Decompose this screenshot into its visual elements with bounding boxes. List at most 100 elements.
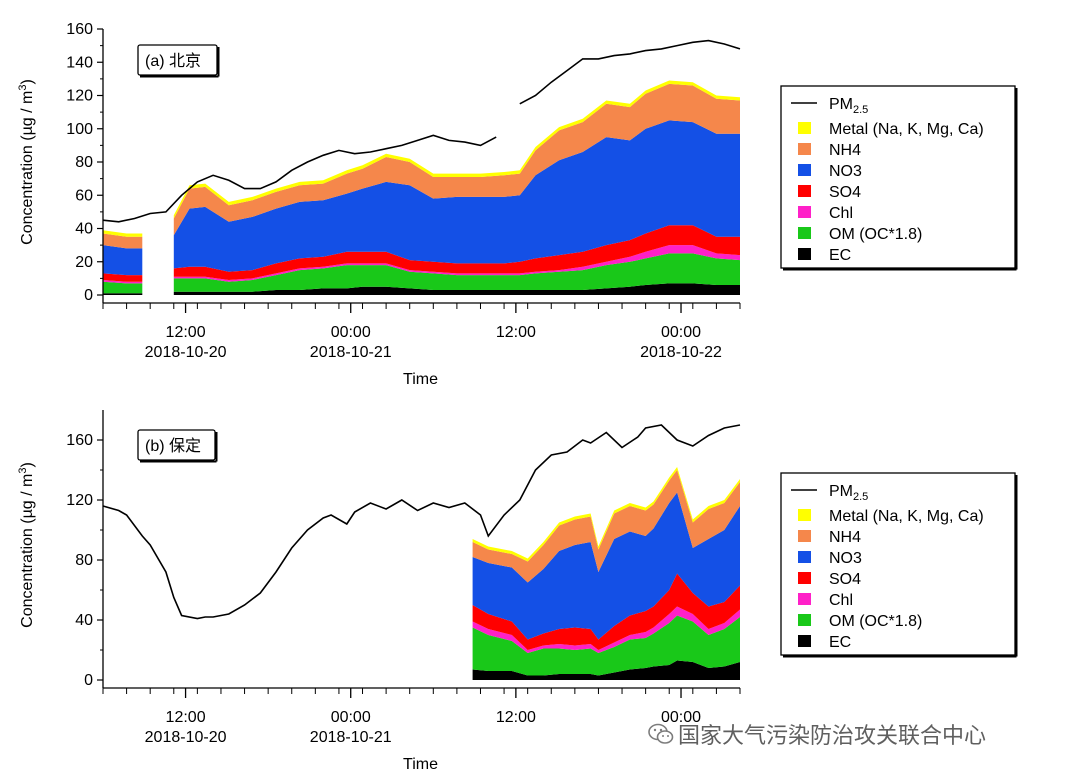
legend-swatch <box>798 551 811 563</box>
area-om-oc-1-8-0 <box>103 281 143 294</box>
legend-label-pm25-sub: 2.5 <box>853 491 868 503</box>
legend-swatch <box>798 227 811 239</box>
area-metal-na-k-mg-ca-0 <box>103 230 143 237</box>
legend-label: NH4 <box>829 529 861 546</box>
wechat-icon <box>648 723 674 744</box>
legend-label: OM (OC*1.8) <box>829 613 922 630</box>
y-tick-label: 160 <box>66 432 93 449</box>
legend-label: NO3 <box>829 550 862 567</box>
x-tick-date-label: 2018-10-20 <box>145 344 227 361</box>
legend-label: EC <box>829 634 851 651</box>
x-axis-title: Time <box>403 371 438 388</box>
area-so4-0 <box>103 273 143 282</box>
x-tick-time-label: 00:00 <box>331 709 371 726</box>
legend-swatch <box>798 164 811 176</box>
y-tick-label: 100 <box>66 121 93 138</box>
panel-label: (a) 北京 <box>145 52 201 70</box>
legend-swatch <box>798 185 811 197</box>
legend-swatch <box>798 509 811 521</box>
y-tick-label: 160 <box>66 21 93 38</box>
y-tick-label: 60 <box>75 187 93 204</box>
legend-label: NH4 <box>829 142 861 159</box>
legend-swatch <box>798 206 811 218</box>
y-axis-title-sup: 3 <box>17 85 29 91</box>
legend-swatch <box>798 614 811 626</box>
panel-label: (b) 保定 <box>145 437 201 455</box>
y-tick-label: 80 <box>75 154 93 171</box>
legend-label: EC <box>829 247 851 264</box>
area-om-oc-1-8-0 <box>472 615 740 676</box>
y-tick-label: 0 <box>84 672 93 689</box>
x-tick-time-label: 12:00 <box>496 709 536 726</box>
area-so4-1 <box>173 225 741 280</box>
y-axis-title-sup: 3 <box>17 468 29 474</box>
legend-swatch <box>798 530 811 542</box>
area-ec-0 <box>103 293 143 295</box>
pm25-line-segment-0 <box>102 424 741 620</box>
legend-box <box>780 85 1016 269</box>
legend-label: Chl <box>829 205 853 222</box>
legend-swatch <box>798 143 811 155</box>
legend-swatch <box>798 248 811 260</box>
y-tick-label: 120 <box>66 492 93 509</box>
x-tick-time-label: 00:00 <box>661 324 701 341</box>
area-no3-0 <box>472 492 740 640</box>
x-tick-time-label: 12:00 <box>166 324 206 341</box>
area-ec-1 <box>173 283 741 295</box>
x-tick-time-label: 12:00 <box>166 709 206 726</box>
y-tick-label: 0 <box>84 287 93 304</box>
area-om-oc-1-8-1 <box>173 253 741 292</box>
legend-box <box>780 472 1016 656</box>
x-tick-time-label: 00:00 <box>331 324 371 341</box>
x-tick-time-label: 12:00 <box>496 324 536 341</box>
legend-swatch <box>798 635 811 647</box>
panel-b-baoding: 0 40 80 120 160 12:00 2018-10-20 00:00 2018-10-2… <box>17 410 1018 773</box>
area-ec-0 <box>472 660 740 680</box>
area-nh4-0 <box>472 470 740 583</box>
legend-label-pm25-sub: 2.5 <box>853 104 868 116</box>
area-no3-1 <box>173 120 741 272</box>
x-tick-time-label: 00:00 <box>661 709 701 726</box>
x-tick-date-label: 2018-10-22 <box>640 344 722 361</box>
panel-a-beijing: 0 20 40 60 80 100 120 140 160 12:00 2018-10-20 00:0… <box>17 21 1018 388</box>
x-axis-title: Time <box>403 756 438 773</box>
area-chl-0 <box>103 280 143 284</box>
x-tick-date-label: 2018-10-21 <box>310 729 392 746</box>
y-tick-label: 120 <box>66 88 93 105</box>
y-axis-title-end: ) <box>19 462 36 467</box>
legend-label: Metal (Na, K, Mg, Ca) <box>829 121 984 138</box>
x-tick-date-label: 2018-10-20 <box>145 729 227 746</box>
watermark-text: 国家大气污染防治攻关联合中心 <box>678 723 987 748</box>
y-tick-label: 80 <box>75 552 93 569</box>
watermark: 国家大气污染防治攻关联合中心 <box>648 718 986 750</box>
y-tick-label: 40 <box>75 221 93 238</box>
y-tick-label: 40 <box>75 612 93 629</box>
legend-swatch <box>798 122 811 134</box>
area-metal-na-k-mg-ca-1 <box>173 80 741 219</box>
legend-label: SO4 <box>829 571 861 588</box>
panel-label-box <box>137 429 216 461</box>
y-axis-title: Concentration (µg / m3) <box>17 79 36 245</box>
legend-label: Chl <box>829 592 853 609</box>
legend-label: OM (OC*1.8) <box>829 226 922 243</box>
legend-label: NO3 <box>829 163 862 180</box>
pm25-line-segment-1 <box>519 39 741 105</box>
y-tick-label: 20 <box>75 254 93 271</box>
area-chl-0 <box>472 606 740 653</box>
area-no3-0 <box>103 245 143 276</box>
legend-label: Metal (Na, K, Mg, Ca) <box>829 508 984 525</box>
legend-label: SO4 <box>829 184 861 201</box>
area-nh4-1 <box>173 83 741 236</box>
y-axis-title: Concentration (µg / m3) <box>17 462 36 628</box>
pm25-line-segment-0 <box>102 134 497 223</box>
y-tick-label: 140 <box>66 54 93 71</box>
panel-label-box <box>137 44 218 76</box>
area-nh4-0 <box>103 233 143 249</box>
area-chl-1 <box>173 245 741 282</box>
x-tick-date-label: 2018-10-21 <box>310 344 392 361</box>
legend-swatch <box>798 572 811 584</box>
y-axis-title-end: ) <box>19 79 36 84</box>
area-so4-0 <box>472 573 740 650</box>
legend-swatch <box>798 593 811 605</box>
